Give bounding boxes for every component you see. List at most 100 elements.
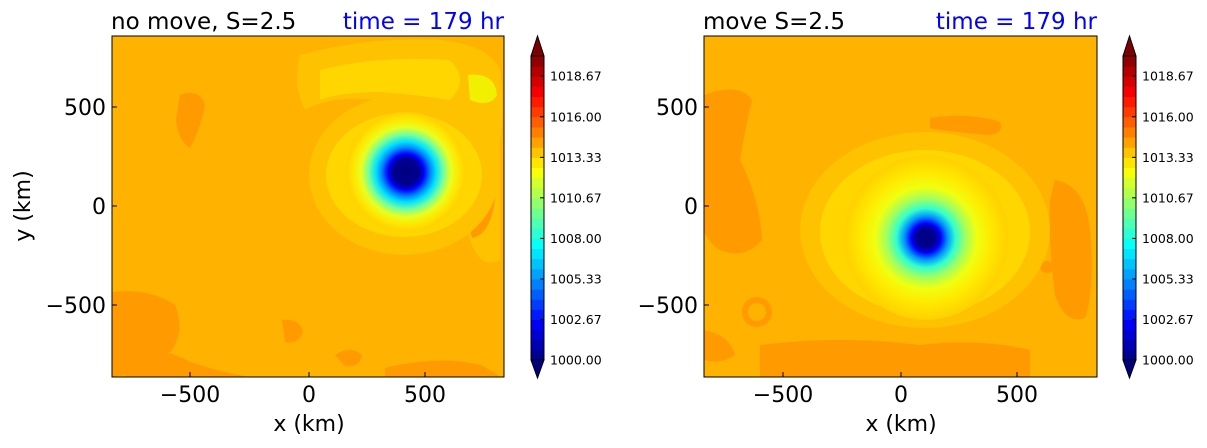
colorbar-band	[531, 137, 544, 148]
colorbar-extend-top	[530, 34, 545, 57]
colorbar-band	[1123, 319, 1136, 331]
colorbar-tick-label: 1010.67	[550, 190, 602, 205]
panel-left: no move, S=2.5 time = 179 hr −500 0	[11, 9, 602, 437]
colorbar-frame	[1122, 55, 1137, 361]
colorbar-frame	[530, 55, 545, 361]
colorbar-tick-label: 1005.33	[550, 271, 602, 286]
y-tick-label: 0	[684, 195, 698, 220]
x-tick-label: −500	[160, 383, 220, 408]
colorbar-band	[531, 86, 544, 98]
contour-patch	[1040, 261, 1054, 273]
colorbar-band	[1123, 299, 1136, 310]
colorbar-band	[531, 96, 544, 108]
colorbar-tick-label: 1008.00	[1142, 231, 1194, 246]
colorbar-band	[1123, 96, 1136, 108]
colorbar-band	[531, 106, 544, 118]
colorbar-ticks: 1000.00 1002.67 1005.33 1008.00 1010.67 1013.…	[540, 69, 602, 368]
colorbar-band	[1123, 309, 1136, 320]
colorbar-band	[531, 349, 544, 361]
colorbar-band	[531, 258, 544, 270]
colorbar-band	[531, 147, 544, 158]
colorbar-band	[1123, 106, 1136, 118]
colorbar-band	[1123, 258, 1136, 270]
colorbar-band	[1123, 339, 1136, 351]
colorbar-tick-label: 1000.00	[550, 353, 602, 368]
colorbar-band	[531, 218, 544, 229]
colorbar-band	[1123, 228, 1136, 239]
colorbar-band	[531, 238, 544, 250]
colorbar-band	[1123, 197, 1136, 209]
x-tick-label: 0	[302, 383, 316, 408]
colorbar-band	[1123, 147, 1136, 158]
panel-title: no move, S=2.5	[111, 9, 296, 35]
colorbar-band	[531, 177, 544, 189]
contour-patch	[125, 348, 250, 377]
panel-right: move S=2.5 time = 179 hr −500 0 500 x (k…	[638, 9, 1194, 437]
x-tick-label: 500	[996, 383, 1038, 408]
y-axis: 500 0 −500	[638, 96, 709, 319]
colorbar-extend-bottom	[1122, 359, 1137, 380]
colorbar-band	[1123, 177, 1136, 189]
colorbar-bands	[1123, 56, 1136, 361]
colorbar-band	[531, 126, 544, 138]
contour-field	[112, 36, 504, 377]
colorbar-tick-label: 1013.33	[1142, 150, 1194, 165]
colorbar-band	[1123, 157, 1136, 168]
colorbar-band	[531, 187, 544, 199]
colorbar-tick-label: 1010.67	[1142, 190, 1194, 205]
colorbar-tick-label: 1005.33	[1142, 271, 1194, 286]
time-label: time = 179 hr	[936, 9, 1098, 35]
x-tick-label: 500	[404, 383, 446, 408]
contour-patch	[468, 74, 497, 104]
vortex-core	[844, 156, 1008, 320]
panel-title: move S=2.5	[703, 9, 845, 35]
colorbar-band	[531, 76, 544, 87]
contour-field	[704, 36, 1097, 377]
colorbar-band	[531, 116, 544, 128]
x-tick-label: −500	[753, 383, 813, 408]
colorbar-band	[1123, 56, 1136, 67]
y-tick-label: −500	[638, 294, 698, 319]
contour-patch	[704, 89, 762, 254]
x-axis-label: x (km)	[865, 412, 936, 437]
colorbar-band	[1123, 187, 1136, 199]
x-axis: −500 0 500 x (km)	[160, 372, 446, 437]
contour-patch	[176, 92, 205, 148]
colorbar-band	[531, 167, 544, 179]
contour-patch	[704, 330, 735, 362]
colorbar: 1000.00 1002.67 1005.33 1008.00 1010.67 1013.…	[1122, 34, 1194, 380]
colorbar-band	[1123, 329, 1136, 341]
contour-patch	[760, 340, 1030, 377]
x-axis-label: x (km)	[273, 412, 344, 437]
y-tick-label: −500	[46, 294, 106, 319]
colorbar-band	[1123, 248, 1136, 260]
colorbar-band	[1123, 116, 1136, 128]
colorbar-band	[531, 197, 544, 209]
colorbar-extend-bottom	[530, 359, 545, 380]
colorbar-tick-label: 1018.67	[550, 69, 602, 84]
contour-patch	[930, 115, 1002, 135]
contour-ring	[742, 297, 772, 327]
contour-patch	[335, 350, 362, 367]
contour-patch	[1049, 180, 1092, 320]
colorbar-extend-top	[1122, 34, 1137, 57]
x-tick-label: 0	[894, 383, 908, 408]
colorbar-tick-label: 1008.00	[550, 231, 602, 246]
colorbar-band	[531, 157, 544, 168]
colorbar-band	[1123, 238, 1136, 250]
colorbar-band	[1123, 268, 1136, 280]
contour-patch	[385, 360, 500, 377]
colorbar-band	[1123, 289, 1136, 300]
colorbar-ticks: 1000.00 1002.67 1005.33 1008.00 1010.67 1013.…	[1132, 69, 1194, 368]
x-axis: −500 0 500 x (km)	[753, 372, 1038, 437]
colorbar-band	[531, 309, 544, 320]
colorbar-tick-label: 1018.67	[1142, 69, 1194, 84]
colorbar-tick-label: 1002.67	[1142, 312, 1194, 327]
contour-patch	[282, 319, 303, 343]
y-tick-label: 500	[656, 96, 698, 121]
colorbar-band	[1123, 66, 1136, 77]
colorbar-band	[1123, 218, 1136, 229]
colorbar-band	[531, 208, 544, 219]
colorbar-band	[531, 278, 544, 290]
